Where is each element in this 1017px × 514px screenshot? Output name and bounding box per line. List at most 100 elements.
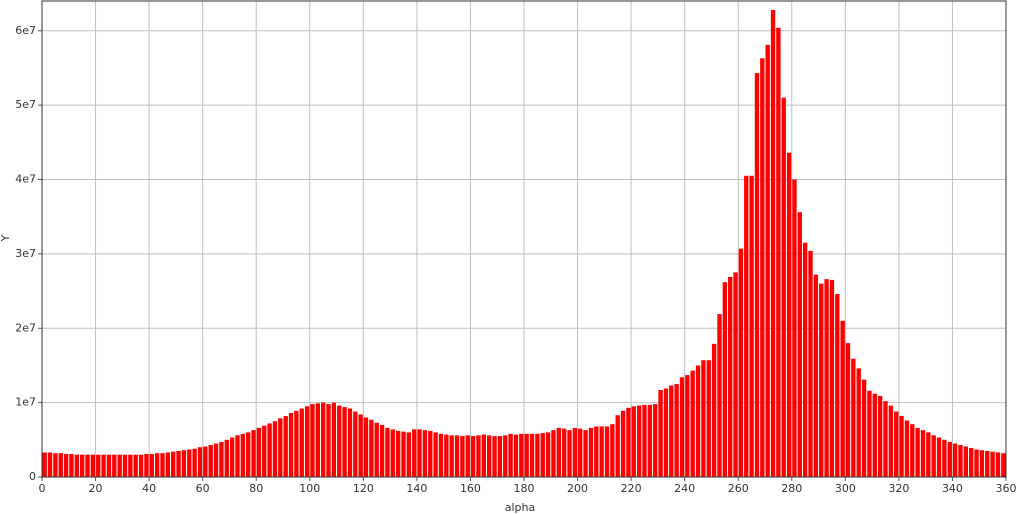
bar <box>888 405 894 477</box>
bar <box>96 454 101 477</box>
bar <box>176 450 181 477</box>
bar <box>379 424 385 477</box>
bar <box>958 445 963 477</box>
bar <box>497 436 503 477</box>
bar <box>262 425 267 477</box>
bar <box>845 343 851 477</box>
bar <box>851 358 856 477</box>
x-tick-label: 140 <box>406 482 427 495</box>
y-tick-label: 6e7 <box>15 24 36 37</box>
bar <box>604 426 610 477</box>
bar <box>642 404 647 477</box>
bar <box>465 435 470 477</box>
bar <box>963 446 969 477</box>
x-tick-label: 280 <box>781 482 802 495</box>
bar <box>835 294 840 477</box>
x-tick-label: 300 <box>835 482 856 495</box>
y-tick-label: 5e7 <box>15 98 36 111</box>
bar <box>138 454 144 477</box>
bar <box>524 433 529 477</box>
bar <box>663 388 669 477</box>
bar <box>342 407 347 477</box>
bar <box>320 402 326 477</box>
bar <box>385 427 390 477</box>
bar <box>288 413 294 477</box>
bar <box>128 454 133 477</box>
x-tick-label: 200 <box>567 482 588 495</box>
bar <box>90 454 96 477</box>
bar <box>819 283 824 477</box>
bar <box>690 370 695 477</box>
bar <box>251 430 256 477</box>
bar <box>224 439 229 477</box>
x-tick-label: 240 <box>674 482 695 495</box>
bar <box>337 405 342 477</box>
bar <box>899 416 904 477</box>
bar <box>701 360 706 477</box>
bar <box>160 453 165 477</box>
bar <box>203 446 208 477</box>
bar <box>417 429 422 477</box>
bar <box>936 437 942 477</box>
bar <box>171 451 176 477</box>
bar <box>669 385 674 477</box>
bar <box>561 428 567 477</box>
bar <box>952 443 958 477</box>
bar <box>492 436 497 477</box>
bar <box>535 433 540 477</box>
bar <box>551 430 556 477</box>
bar <box>149 453 154 477</box>
bar <box>711 343 717 477</box>
bar <box>192 448 197 477</box>
bar <box>1001 453 1006 477</box>
bar <box>267 423 272 477</box>
bar <box>165 452 171 477</box>
bar <box>572 427 578 477</box>
y-axis-label: Y <box>0 234 12 242</box>
bar <box>658 389 663 477</box>
bar <box>910 424 915 477</box>
bar <box>283 416 288 477</box>
bar <box>144 453 149 477</box>
bar <box>454 435 460 477</box>
bar <box>449 435 454 477</box>
bar <box>706 360 711 477</box>
bar <box>679 377 685 477</box>
bar <box>583 430 588 477</box>
bar <box>947 442 952 477</box>
bar <box>133 454 138 477</box>
bar <box>942 439 947 477</box>
bar <box>626 407 631 477</box>
bar <box>636 405 642 477</box>
bar <box>256 427 262 477</box>
bar <box>545 432 551 477</box>
bar <box>412 429 417 477</box>
bar <box>197 447 203 477</box>
y-tick-label: 0 <box>29 470 36 483</box>
bar <box>476 435 481 477</box>
bar <box>347 408 353 477</box>
bar <box>117 454 122 477</box>
bar <box>481 434 487 477</box>
x-tick-label: 0 <box>39 482 46 495</box>
bar <box>920 430 926 477</box>
bar <box>872 393 877 477</box>
bar <box>610 424 615 477</box>
plot-frame <box>41 0 1007 478</box>
bar <box>304 406 310 477</box>
y-tick-label: 2e7 <box>15 321 36 334</box>
y-tick-label: 4e7 <box>15 173 36 186</box>
bar <box>79 454 85 477</box>
bar <box>915 427 920 477</box>
bar <box>460 436 465 477</box>
x-tick-label: 20 <box>89 482 103 495</box>
bar <box>540 433 545 477</box>
bar <box>529 433 535 477</box>
bar <box>406 432 412 477</box>
x-tick-label: 120 <box>353 482 374 495</box>
bar <box>470 436 476 477</box>
bar <box>503 435 508 477</box>
bar <box>776 27 781 478</box>
bar <box>69 453 74 477</box>
bar <box>620 410 626 477</box>
